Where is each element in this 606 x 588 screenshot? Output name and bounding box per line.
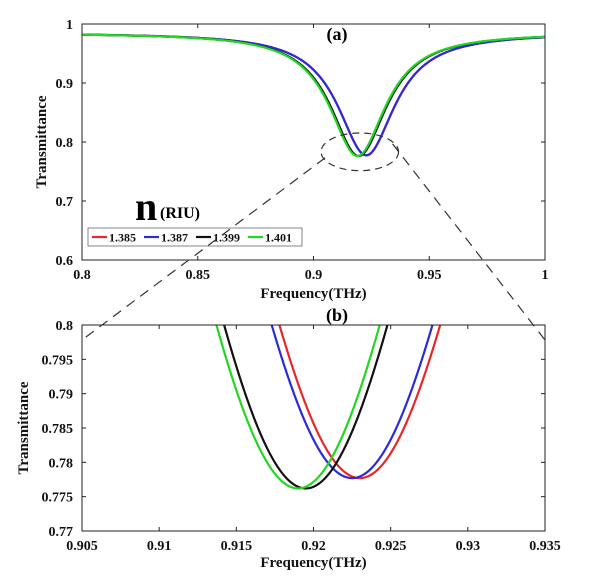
y-tick-label: 0.795 [42, 353, 74, 368]
y-tick-label: 0.8 [56, 136, 74, 151]
legend-box [87, 227, 303, 247]
series-group [82, 33, 545, 158]
series-line-1.401 [82, 33, 545, 158]
x-axis-label: Frequency(THz) [260, 555, 366, 571]
zoom-indicator [81, 132, 546, 341]
chart-panel-a: 0.8 0.85 0.9 0.95 1 0.6 0.7 0.8 0.9 1 Frequency(TH… [34, 18, 549, 302]
x-tick-label: 0.925 [375, 539, 407, 554]
series-line-1.401 [215, 325, 381, 490]
x-tick-label: 0.8 [73, 268, 91, 283]
x-tick-label: 0.93 [456, 539, 481, 554]
x-tick-label: 0.91 [147, 539, 172, 554]
y-tick-label: 0.79 [49, 388, 74, 403]
series-line-1.399 [222, 325, 389, 490]
plot-frame [81, 324, 546, 532]
chart-panel-b: 0.905 0.91 0.915 0.92 0.925 0.93 0.935 0.77 0.77… [16, 305, 561, 571]
x-tick-label: 0.915 [221, 539, 253, 554]
legend-title: n [135, 184, 157, 229]
legend: n (RIU) 1.385 1.387 1.399 1.401 [87, 184, 303, 247]
y-tick-label: 0.78 [49, 456, 74, 471]
legend-entry: 1.401 [265, 231, 292, 245]
legend-entry: 1.399 [213, 231, 240, 245]
y-tick-label: 0.785 [42, 422, 74, 437]
series-line-1.385 [82, 33, 545, 157]
zoom-connector-right [392, 143, 546, 341]
y-tick-label: 0.775 [42, 491, 74, 506]
series-line-1.385 [278, 325, 442, 480]
series-line-1.399 [82, 33, 545, 158]
y-tick-label: 0.77 [49, 525, 74, 540]
legend-entry: 1.387 [161, 231, 188, 245]
x-tick-label: 1 [542, 268, 549, 283]
legend-title-suffix: (RIU) [160, 205, 200, 222]
legend-entry: 1.385 [109, 231, 136, 245]
y-tick-label: 0.8 [56, 319, 74, 334]
x-axis-label: Frequency(THz) [260, 286, 366, 302]
series-line-1.387 [82, 33, 545, 157]
y-axis-label: Transmittance [34, 95, 50, 188]
x-tick-label: 0.85 [186, 268, 211, 283]
y-tick-label: 0.6 [56, 254, 74, 269]
series-group [215, 325, 442, 490]
x-tick-label: 0.935 [529, 539, 561, 554]
x-tick-label: 0.92 [301, 539, 326, 554]
x-tick-label: 0.905 [66, 539, 98, 554]
y-tick-label: 0.7 [56, 195, 74, 210]
y-axis-label: Transmittance [16, 381, 32, 474]
x-tick-label: 0.95 [417, 268, 442, 283]
zoom-connector-left [81, 157, 326, 341]
series-line-1.387 [270, 325, 434, 480]
y-tick-label: 1 [66, 18, 73, 33]
panel-title: (b) [326, 305, 348, 326]
y-tick-label: 0.9 [56, 77, 74, 92]
panel-title: (a) [327, 24, 348, 45]
x-tick-label: 0.9 [305, 268, 323, 283]
